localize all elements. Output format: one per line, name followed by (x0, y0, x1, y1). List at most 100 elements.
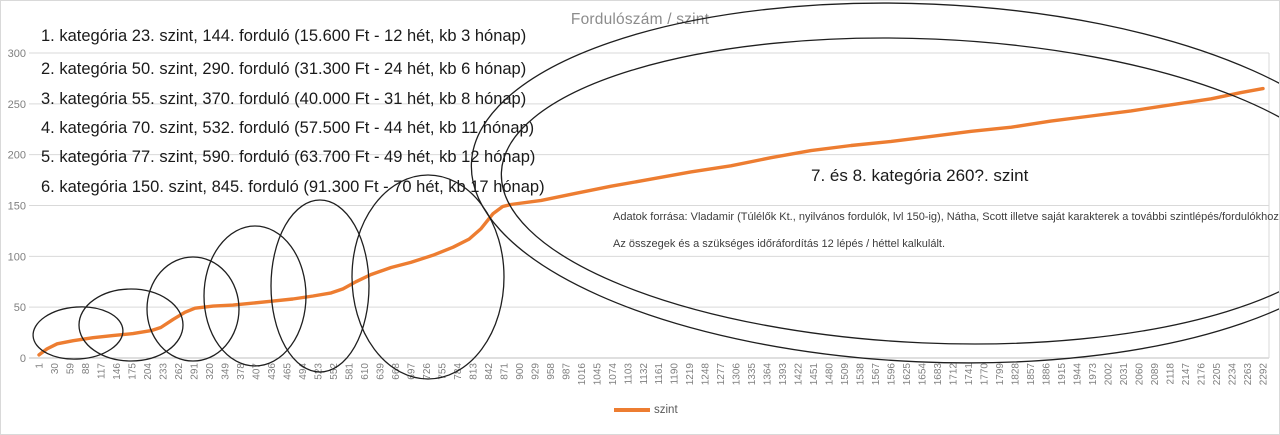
x-axis-label: 1480 (825, 363, 836, 386)
x-axis-label: 2205 (1212, 363, 1223, 386)
x-axis-label: 1335 (747, 363, 758, 386)
x-axis-label: 668 (391, 363, 402, 380)
x-axis-label: 1045 (592, 363, 603, 386)
annotation-category-6: 6. kategória 150. szint, 845. forduló (9… (41, 178, 545, 196)
x-axis-label: 1132 (639, 363, 650, 385)
x-axis-label: 349 (220, 363, 231, 380)
x-axis-label: 1538 (856, 363, 867, 386)
y-axis-label: 150 (8, 201, 26, 213)
x-axis-label: 1741 (964, 363, 975, 386)
annotation-category-5: 5. kategória 77. szint, 590. forduló (63… (41, 148, 536, 166)
legend: szint (614, 404, 678, 416)
y-axis-label: 200 (8, 150, 26, 162)
annotation-category-4: 4. kategória 70. szint, 532. forduló (57… (41, 119, 535, 137)
x-axis-label: 2031 (1119, 363, 1130, 386)
x-axis-label: 2263 (1243, 363, 1254, 386)
x-axis-label: 1683 (933, 363, 944, 386)
x-axis-label: 784 (453, 363, 464, 380)
x-axis-label: 59 (65, 363, 76, 375)
annotation-category-7-8: 7. és 8. kategória 260?. szint (811, 166, 1029, 185)
kategoria-6-circle (351, 174, 505, 380)
source-note-line-2: Az összegek és a szükséges időráfordítás… (613, 238, 946, 250)
x-axis-label: 1770 (980, 363, 991, 386)
kategoria-4-circle (203, 225, 307, 367)
x-axis-label: 1654 (918, 363, 929, 386)
x-axis-label: 320 (205, 363, 216, 380)
x-axis-label: 1161 (654, 363, 665, 385)
annotation-category-2: 2. kategória 50. szint, 290. forduló (31… (41, 60, 527, 78)
y-axis-label: 0 (20, 353, 26, 365)
x-axis-label: 1422 (794, 363, 805, 386)
x-axis-label: 2176 (1197, 363, 1208, 386)
x-axis-label: 1567 (871, 363, 882, 386)
x-axis-label: 842 (484, 363, 495, 380)
x-axis-label: 175 (127, 363, 138, 380)
x-axis-label: 1306 (732, 363, 743, 386)
x-axis-label: 1 (35, 363, 46, 369)
x-axis-label: 233 (158, 363, 169, 380)
x-axis-label: 1277 (716, 363, 727, 386)
x-axis-label: 1248 (701, 363, 712, 386)
x-axis-label: 1103 (623, 363, 634, 385)
x-axis-label: 291 (189, 363, 200, 380)
x-axis-label: 958 (546, 363, 557, 380)
x-axis-label: 1857 (1026, 363, 1037, 386)
x-axis-label: 929 (530, 363, 541, 380)
annotation-category-1: 1. kategória 23. szint, 144. forduló (15… (41, 27, 527, 45)
x-axis-label: 697 (406, 363, 417, 380)
x-axis-label: 1886 (1042, 363, 1053, 386)
x-axis-label: 987 (561, 363, 572, 380)
x-axis-label: 813 (468, 363, 479, 380)
x-axis-label: 1973 (1088, 363, 1099, 386)
x-axis-label: 2234 (1228, 363, 1239, 386)
x-axis-label: 552 (329, 363, 340, 380)
annotation-category-3: 3. kategória 55. szint, 370. forduló (40… (41, 90, 527, 108)
x-axis-label: 465 (282, 363, 293, 380)
x-axis-label: 117 (96, 363, 107, 379)
kategoria-7-8-circle-inner (500, 37, 1279, 345)
x-axis-label: 1625 (902, 363, 913, 386)
x-axis-label: 1364 (763, 363, 774, 386)
x-axis-label: 2089 (1150, 363, 1161, 386)
x-axis-label: 1190 (670, 363, 681, 385)
x-axis-label: 900 (515, 363, 526, 380)
kategoria-2-circle (78, 288, 184, 362)
x-axis-label: 1509 (840, 363, 851, 386)
x-axis-label: 2147 (1181, 363, 1192, 386)
x-axis-label: 1074 (608, 363, 619, 386)
x-axis-label: 262 (174, 363, 185, 380)
x-axis-label: 378 (236, 363, 247, 380)
kategoria-3-circle (146, 256, 240, 362)
x-axis-label: 88 (81, 363, 92, 375)
x-axis-label: 1915 (1057, 363, 1068, 386)
x-axis-label: 2292 (1259, 363, 1270, 386)
x-axis-label: 755 (437, 363, 448, 380)
y-axis-label: 100 (8, 251, 26, 263)
legend-line-swatch (614, 408, 650, 412)
x-axis-label: 639 (375, 363, 386, 380)
x-axis-label: 1596 (887, 363, 898, 386)
x-axis-label: 1219 (685, 363, 696, 386)
x-axis-label: 1712 (949, 363, 960, 386)
kategoria-7-8-circle-outer (470, 2, 1279, 364)
y-axis-label: 300 (8, 48, 26, 60)
x-axis-label: 1451 (809, 363, 820, 386)
x-axis-label: 1393 (778, 363, 789, 386)
x-axis-label: 1828 (1011, 363, 1022, 386)
x-axis-label: 1016 (577, 363, 588, 386)
x-axis-label: 1944 (1073, 363, 1084, 386)
x-axis-label: 2118 (1166, 363, 1177, 385)
source-note-line-1: Adatok forrása: Vladamir (Túlélők Kt., n… (613, 211, 1280, 223)
x-axis-label: 30 (50, 363, 61, 375)
x-axis-label: 581 (344, 363, 355, 380)
x-axis-label: 523 (313, 363, 324, 380)
x-axis-label: 871 (499, 363, 510, 380)
x-axis-label: 204 (143, 363, 154, 380)
x-axis-label: 146 (112, 363, 123, 380)
x-axis-label: 407 (251, 363, 262, 380)
x-axis-label: 610 (360, 363, 371, 380)
legend-label: szint (654, 404, 678, 416)
x-axis-label: 726 (422, 363, 433, 380)
y-axis-label: 250 (8, 99, 26, 111)
